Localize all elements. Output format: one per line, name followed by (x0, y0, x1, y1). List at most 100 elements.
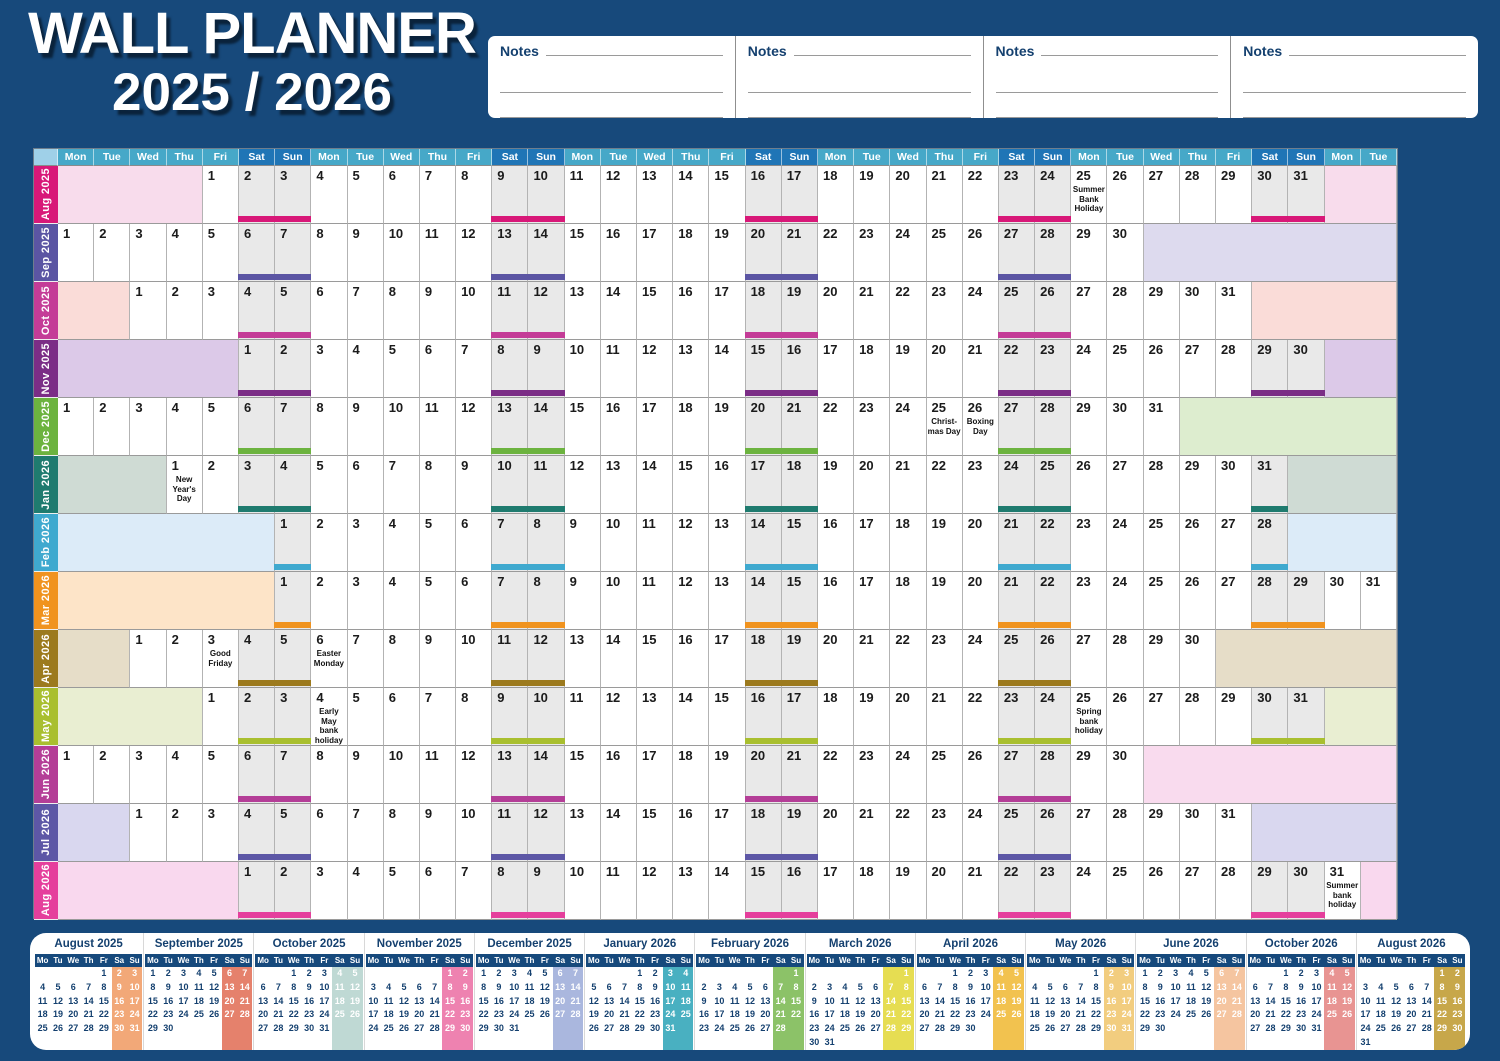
day-cell: 10 (383, 746, 420, 804)
day-number: 3 (135, 226, 143, 241)
day-cell: 18 (673, 398, 710, 456)
mini-date-cell (822, 967, 837, 981)
day-number: 29 (1076, 748, 1091, 763)
day-number: 16 (605, 226, 621, 241)
day-number: 29 (1076, 226, 1091, 241)
weekend-underline (780, 564, 818, 570)
mini-day-header: Mo (918, 956, 931, 965)
day-number: 25 (1112, 864, 1127, 879)
planner-title-line2: 2025 / 2026 (112, 63, 392, 123)
day-number: 21 (1003, 516, 1019, 531)
mini-date-cell: 16 (809, 1009, 820, 1020)
mini-weekend-band (111, 967, 143, 1050)
mini-day-header: We (1059, 956, 1072, 965)
mini-date-cell: 14 (885, 995, 896, 1006)
day-number: 3 (243, 458, 252, 473)
day-number: 17 (822, 864, 838, 879)
day-cell: 26 (962, 746, 999, 804)
day-cell: 21 (997, 514, 1036, 572)
day-cell: 28 (1143, 456, 1180, 514)
mini-date-cell: 10 (319, 981, 330, 992)
day-number: 22 (822, 226, 838, 241)
day-number: 31 (1329, 864, 1345, 879)
mini-day-header: Th (855, 956, 866, 965)
day-number: 2 (171, 284, 179, 299)
mini-date-cell: 26 (1201, 1009, 1212, 1020)
day-cell: 14 (637, 456, 674, 514)
day-number: 2 (280, 342, 288, 357)
day-number: 18 (859, 342, 874, 357)
day-number: 12 (569, 458, 585, 473)
day-number: 16 (605, 400, 621, 415)
day-number: 19 (931, 574, 946, 589)
day-number: 28 (1040, 748, 1055, 763)
mini-week-row: 22 23 24 25 26 27 28 (476, 1008, 583, 1022)
mini-date-cell: 26 (745, 1023, 756, 1034)
mini-date-cell: 11 (1327, 981, 1337, 992)
weekend-underline (527, 274, 565, 280)
day-cell: 30 (1287, 340, 1325, 398)
day-cell: 11 (600, 340, 638, 398)
mini-day-header: Tu (825, 956, 835, 965)
day-number: 10 (388, 226, 404, 241)
mini-date-cell: 18 (383, 1009, 394, 1020)
day-cell: 29 (1216, 166, 1253, 224)
day-number: 11 (569, 168, 584, 183)
day-cell: 17 (780, 688, 818, 746)
mini-date-cell: 16 (114, 995, 125, 1006)
day-number: 7 (461, 864, 469, 879)
mini-date-cell (1324, 1022, 1339, 1036)
mini-calendar: March 2026 Mo Tu We Th Fr Sa Su 1 2 3 4 5 6 7 8 9 10 11 12 1… (804, 933, 915, 1050)
mini-date-cell: 13 (919, 995, 930, 1006)
mini-calendar: February 2026 Mo Tu We Th Fr Sa Su 1 2 3 4 5 6 7 8 9 10 11… (694, 933, 804, 1050)
mini-date-cell: 4 (40, 981, 46, 992)
day-cell: 28 (1179, 688, 1217, 746)
mini-month-title: August 2025 (54, 937, 123, 950)
day-cell: 31 (1216, 282, 1253, 340)
mini-date-cell: 23 (163, 1009, 174, 1020)
day-number: 24 (967, 806, 983, 821)
mini-date-cell: 20 (224, 995, 235, 1006)
day-cell: 2 (166, 630, 203, 688)
mini-date-cell: 22 (950, 1009, 961, 1020)
day-cell: 13 (491, 398, 529, 456)
mini-date-cell: 7 (1268, 981, 1274, 992)
mini-date-cell: 28 (775, 1023, 786, 1034)
day-number: 11 (424, 226, 439, 241)
mini-date-cell: 15 (147, 995, 158, 1006)
day-cell: 18 (673, 746, 710, 804)
mini-day-header: Sa (445, 956, 455, 965)
day-cell: 1 (58, 746, 95, 804)
day-cell: 5 (347, 688, 384, 746)
mini-week-row: 11 12 13 14 15 16 17 (1027, 995, 1134, 1009)
mini-date-cell: 23 (114, 1009, 125, 1020)
mini-day-header: Tu (935, 956, 945, 965)
weekend-underline (527, 680, 565, 686)
mini-date-cell: 20 (1060, 1009, 1071, 1020)
day-number: 4 (171, 400, 179, 415)
mini-date-cell: 7 (621, 981, 627, 992)
day-number: 30 (1257, 168, 1272, 183)
mini-date-cell: 20 (1216, 995, 1227, 1006)
mini-date-cell: 13 (604, 995, 615, 1006)
weekend-underline (744, 622, 782, 628)
day-number: 3 (316, 342, 324, 357)
mini-date-cell: 14 (619, 995, 630, 1006)
mini-date-cell (255, 967, 270, 981)
day-number: 28 (1112, 806, 1127, 821)
day-number: 21 (786, 748, 802, 763)
day-cell: 15 (780, 514, 818, 572)
mini-date-cell: 22 (444, 1009, 455, 1020)
mini-week-row: 8 9 10 11 12 13 14 (476, 981, 583, 995)
mini-day-header: Tu (494, 956, 504, 965)
mini-date-cell: 20 (760, 1009, 771, 1020)
holiday-label: Good Friday (208, 649, 233, 668)
mini-date-cell: 5 (1013, 968, 1019, 978)
day-cell: 19 (890, 340, 927, 398)
mini-date-cell (678, 1022, 693, 1036)
mini-date-cell: 19 (52, 1009, 63, 1020)
mini-day-header: Su (1342, 956, 1353, 965)
day-number: 25 (1003, 632, 1019, 647)
